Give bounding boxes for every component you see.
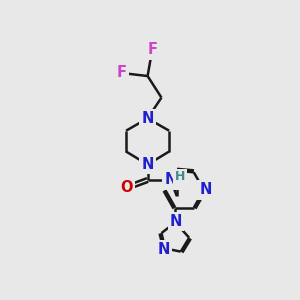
Text: N: N (141, 157, 154, 172)
Text: F: F (116, 65, 126, 80)
Text: N: N (170, 214, 182, 229)
Text: F: F (147, 42, 157, 57)
Text: N: N (141, 111, 154, 126)
Text: N: N (199, 182, 212, 197)
Text: O: O (121, 180, 133, 195)
Text: N: N (158, 242, 170, 257)
Text: N: N (164, 172, 177, 188)
Text: H: H (175, 170, 185, 183)
